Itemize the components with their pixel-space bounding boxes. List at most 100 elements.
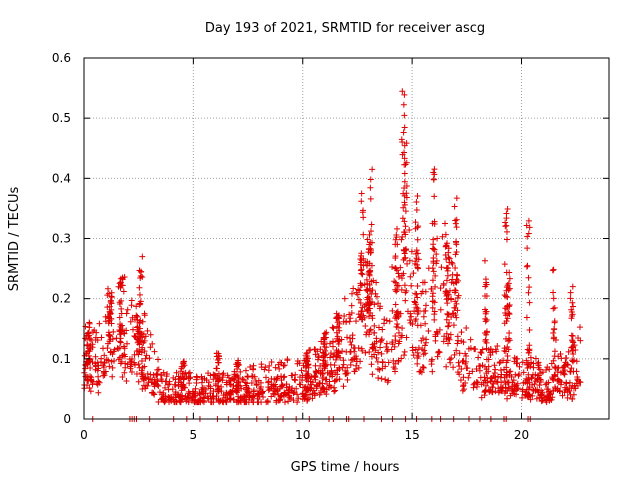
data-point [381,320,388,327]
data-point [532,355,539,362]
data-point [255,390,262,397]
data-point [391,343,398,350]
data-point [360,262,367,269]
data-point [414,224,421,231]
data-point [455,359,462,366]
data-point [430,169,437,176]
data-point [175,393,182,400]
data-point [214,356,221,363]
data-point [402,289,409,296]
data-point [141,312,148,319]
data-point [384,346,391,353]
data-point [465,374,472,381]
data-point [496,359,503,366]
data-point [223,379,230,386]
data-point [413,198,420,205]
data-point [492,388,499,395]
data-point [414,294,421,301]
data-point [563,379,570,386]
data-point [576,324,583,331]
data-point [502,219,509,226]
data-point [429,265,436,272]
data-point [371,322,378,329]
data-point [265,387,272,394]
data-point [557,388,564,395]
data-point [253,382,260,389]
data-point [525,361,532,368]
data-point [497,374,504,381]
data-point [477,374,484,381]
data-point [107,311,114,318]
data-point [337,354,344,361]
data-point [404,260,411,267]
data-point [483,317,490,324]
data-point [276,365,283,372]
data-point [378,337,385,344]
data-point [107,349,114,356]
data-point [113,335,120,342]
data-point [134,323,141,330]
data-point [94,359,101,366]
data-point [244,373,251,380]
data-point [133,303,140,310]
data-point [85,342,92,349]
data-point [148,379,155,386]
data-point [226,381,233,388]
data-point [86,324,93,331]
data-point [543,367,550,374]
data-point [136,284,143,291]
data-point [116,331,123,338]
data-point [386,318,393,325]
data-point [406,257,413,264]
data-point [503,369,510,376]
data-point [106,303,113,310]
data-point [436,349,443,356]
data-point [123,327,130,334]
data-point [181,358,188,365]
data-point [358,266,365,273]
data-point [550,376,557,383]
data-point [523,314,530,321]
data-point [483,331,490,338]
data-point [283,384,290,391]
data-point [475,354,482,361]
data-point [414,322,421,329]
data-point [210,376,217,383]
data-point [302,357,309,364]
data-point [443,336,450,343]
data-point [145,375,152,382]
data-point [359,316,366,323]
data-point [310,387,317,394]
data-point [451,289,458,296]
data-point [392,279,399,286]
data-point [369,344,376,351]
data-point [360,214,367,221]
data-point [413,255,420,262]
data-point [128,297,135,304]
data-point [403,140,410,147]
data-point [513,360,520,367]
data-point [118,310,125,317]
data-point [198,379,205,386]
data-point [364,236,371,243]
data-point [104,285,111,292]
data-point [326,340,333,347]
data-point [526,384,533,391]
data-point [394,321,401,328]
data-point [349,356,356,363]
data-point [526,392,533,399]
data-point [215,388,222,395]
data-point [385,377,392,384]
data-point [526,299,533,306]
data-point [503,222,510,229]
data-point [482,338,489,345]
data-point [501,345,508,352]
data-point [258,364,265,371]
data-point [414,360,421,367]
data-point [503,210,510,217]
data-point [135,361,142,368]
data-point [431,246,438,253]
data-point [400,204,407,211]
data-point [237,368,244,375]
data-point [201,375,208,382]
